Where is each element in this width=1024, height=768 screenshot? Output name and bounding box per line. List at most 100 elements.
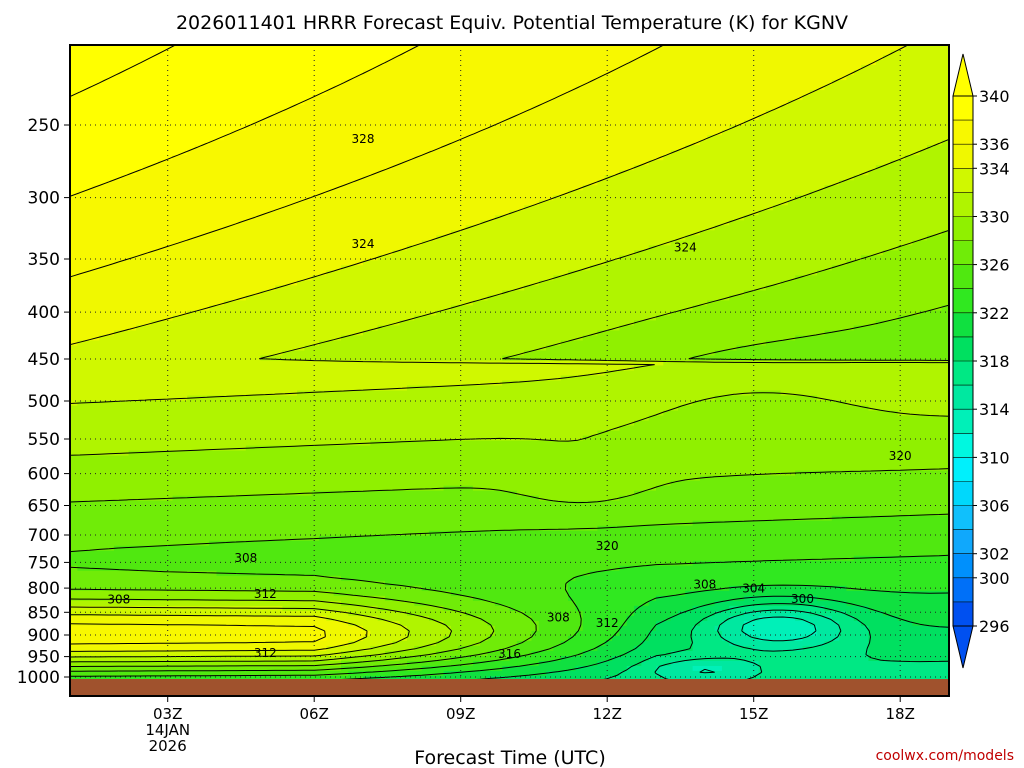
colorbar-label: 336 xyxy=(979,135,1010,154)
band-cell xyxy=(868,645,949,652)
band-cell xyxy=(839,180,949,186)
band-cell xyxy=(619,630,650,637)
y-tick-label: 1000 xyxy=(17,668,60,688)
contour-label: 320 xyxy=(596,539,619,553)
band-cell xyxy=(135,170,379,176)
band-cell xyxy=(560,640,606,647)
band-cell xyxy=(751,390,782,397)
band-cell xyxy=(428,615,481,622)
band-cell xyxy=(670,240,913,246)
band-cell xyxy=(516,640,562,647)
band-cell xyxy=(363,260,606,266)
band-cell xyxy=(868,630,949,637)
band-cell xyxy=(692,635,723,642)
band-cell xyxy=(743,630,818,637)
band-cell xyxy=(494,215,745,221)
band-cell xyxy=(663,155,906,161)
band-cell xyxy=(538,620,584,627)
band-cell xyxy=(487,295,730,301)
band-cell xyxy=(868,170,949,176)
band-cell xyxy=(641,660,672,667)
band-cell xyxy=(912,240,949,246)
band-cell xyxy=(450,305,694,312)
band-cell xyxy=(897,245,949,251)
band-cell xyxy=(414,315,657,322)
band-cell xyxy=(436,650,489,657)
y-tick-label: 800 xyxy=(28,579,60,599)
band-cell xyxy=(70,510,949,517)
band-cell xyxy=(70,395,188,402)
band-cell xyxy=(253,120,503,126)
band-cell xyxy=(70,560,694,567)
band-cell xyxy=(897,315,949,322)
plot-frame xyxy=(69,44,950,697)
contour-label: 324 xyxy=(352,237,375,251)
band-cell xyxy=(612,635,650,642)
band-cell xyxy=(70,180,108,186)
band-cell xyxy=(150,250,393,256)
band-cell xyxy=(502,355,694,362)
band-cell xyxy=(70,670,349,677)
band-cell xyxy=(70,375,562,382)
band-cell xyxy=(883,610,949,617)
band-cell xyxy=(692,645,752,652)
y-tick-label: 750 xyxy=(28,553,60,573)
band-cell xyxy=(839,630,870,637)
band-cell xyxy=(582,185,826,191)
band-cell xyxy=(531,635,569,642)
band-cell xyxy=(70,310,188,317)
band-cell xyxy=(70,630,327,637)
band-cell xyxy=(70,620,349,627)
band-cell xyxy=(721,620,745,627)
band-cell xyxy=(509,605,577,612)
band-cell xyxy=(787,200,949,206)
band-cell xyxy=(384,60,628,66)
contour-label: 312 xyxy=(596,616,619,630)
band-cell xyxy=(560,340,767,347)
band-cell xyxy=(319,535,949,542)
band-cell xyxy=(502,290,745,296)
band-cell xyxy=(568,90,811,96)
band-cell xyxy=(524,350,716,357)
band-cell xyxy=(70,235,196,241)
band-cell xyxy=(348,640,393,647)
band-cell xyxy=(223,300,474,306)
band-cell xyxy=(341,80,591,86)
band-cell xyxy=(341,265,591,271)
band-cell xyxy=(70,220,240,226)
band-cell xyxy=(70,635,327,642)
colorbar-swatch xyxy=(953,457,973,482)
band-cell xyxy=(113,330,364,337)
band-cell xyxy=(780,390,949,397)
band-cell xyxy=(363,675,489,682)
y-tick-label: 600 xyxy=(28,465,60,485)
band-cell xyxy=(868,605,949,612)
colorbar-label: 326 xyxy=(979,256,1010,275)
band-cell xyxy=(172,155,415,161)
band-cell xyxy=(751,675,949,682)
band-cell xyxy=(70,425,620,432)
band-cell xyxy=(70,285,276,291)
band-cell xyxy=(70,105,291,111)
y-tick-label: 350 xyxy=(28,250,60,270)
band-cell xyxy=(663,360,949,367)
band-cell xyxy=(209,305,452,312)
colorbar-swatch xyxy=(953,529,973,555)
band-cell xyxy=(267,115,511,121)
band-cell xyxy=(824,605,870,612)
band-cell xyxy=(172,495,540,502)
band-cell xyxy=(648,635,694,642)
band-cell xyxy=(575,665,628,672)
band-cell xyxy=(70,545,115,552)
band-cell xyxy=(758,670,949,677)
band-cell xyxy=(341,655,401,662)
band-cell xyxy=(238,220,481,226)
band-cell xyxy=(919,150,949,156)
band-cell xyxy=(941,230,949,236)
band-cell xyxy=(905,45,949,51)
band-cell xyxy=(524,285,767,291)
band-cell xyxy=(341,335,584,342)
colorbar-swatch xyxy=(953,120,973,145)
band-cell xyxy=(758,660,949,667)
band-cell xyxy=(685,590,949,597)
